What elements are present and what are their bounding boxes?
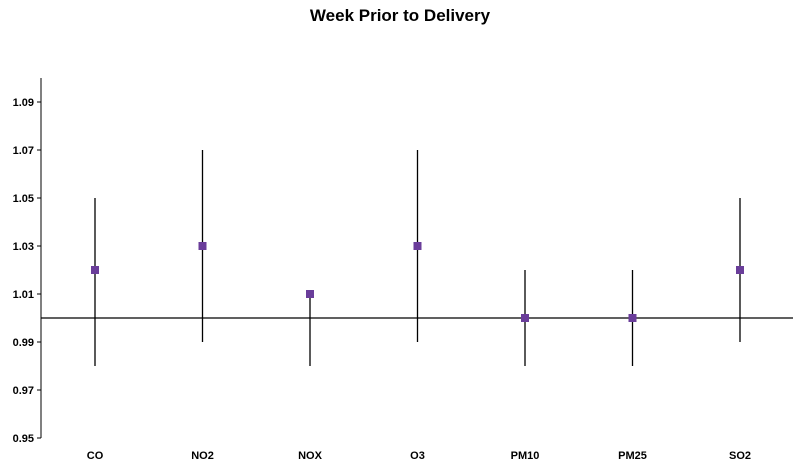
x-axis-ticks: CO NO2 NOX O3 PM10 PM25 SO2	[87, 450, 751, 462]
data-points	[91, 242, 744, 322]
y-tick-label: 0.99	[13, 337, 34, 349]
data-point	[91, 266, 99, 274]
x-tick-label: CO	[87, 450, 104, 462]
data-point	[521, 314, 529, 322]
x-tick-label: NOX	[298, 450, 323, 462]
chart-title: Week Prior to Delivery	[309, 6, 491, 25]
y-tick-label: 1.07	[13, 145, 34, 157]
x-tick-label: NO2	[191, 450, 214, 462]
data-point	[306, 290, 314, 298]
data-point	[198, 242, 207, 250]
x-tick-label: O3	[410, 450, 425, 462]
y-tick-label: 1.01	[13, 289, 34, 301]
data-point	[736, 266, 744, 274]
x-tick-label: SO2	[729, 450, 751, 462]
y-tick-label: 0.95	[13, 433, 34, 445]
x-tick-label: PM25	[618, 450, 647, 462]
data-point	[628, 314, 637, 322]
y-tick-label: 0.97	[13, 385, 34, 397]
x-tick-label: PM10	[511, 450, 540, 462]
data-point	[413, 242, 422, 250]
y-tick-label: 1.03	[13, 241, 34, 253]
y-tick-label: 1.05	[13, 193, 34, 205]
error-bars	[94, 150, 741, 366]
y-tick-label: 1.09	[13, 97, 34, 109]
y-axis-ticks: 0.95 0.97 0.99 1.01 1.03 1.05 1.07 1.09	[13, 97, 41, 445]
